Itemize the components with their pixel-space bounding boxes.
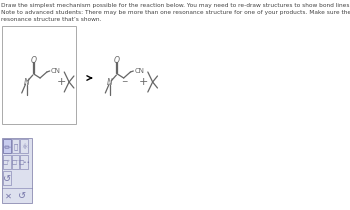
Text: ↺: ↺ (3, 174, 11, 184)
Text: O: O (30, 55, 36, 64)
Bar (3, 139, 10, 153)
Text: CN: CN (134, 68, 144, 74)
Text: Draw the simplest mechanism possible for the reaction below. You may need to re-: Draw the simplest mechanism possible for… (1, 3, 350, 8)
Bar (20, 139, 28, 153)
Text: ⚛: ⚛ (21, 144, 27, 150)
Text: □••: □•• (18, 160, 30, 165)
Text: N: N (107, 77, 113, 87)
Text: N: N (24, 77, 29, 87)
Bar (3, 171, 10, 185)
Text: +: + (138, 77, 148, 87)
Text: ✏: ✏ (3, 143, 10, 151)
Bar (2, 138, 32, 203)
Text: □⁻: □⁻ (12, 160, 20, 165)
Text: ⛓: ⛓ (13, 144, 18, 150)
Text: +: + (57, 77, 66, 87)
Text: Note to advanced students: There may be more than one resonance structure for on: Note to advanced students: There may be … (1, 10, 350, 15)
Text: □⁺: □⁺ (3, 160, 11, 165)
Text: CN: CN (51, 68, 61, 74)
Text: resonance structure that’s shown.: resonance structure that’s shown. (1, 17, 101, 22)
Text: O: O (114, 55, 120, 64)
Bar (20, 155, 28, 169)
Bar (12, 139, 19, 153)
Bar (2, 26, 76, 124)
Text: ↺: ↺ (18, 191, 26, 201)
Bar (12, 155, 19, 169)
Text: −: − (121, 77, 128, 87)
Text: ✕: ✕ (5, 192, 12, 201)
Bar (3, 155, 10, 169)
